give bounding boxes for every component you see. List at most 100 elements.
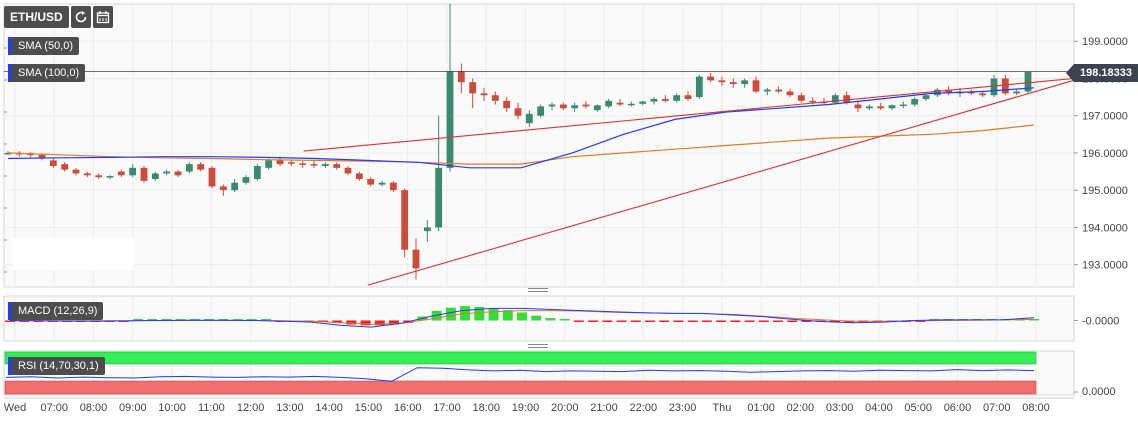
macd-histogram-bar: [844, 320, 855, 323]
candle-body: [83, 173, 91, 176]
sma100-line: [7, 124, 1035, 165]
candle-body: [582, 104, 590, 107]
candle-body: [231, 182, 239, 191]
x-tick-label: 09:00: [119, 402, 147, 414]
macd-histogram-bar: [687, 320, 698, 322]
candle-body: [729, 82, 737, 85]
candle-body: [287, 162, 295, 164]
trendline-support: [367, 79, 1075, 286]
macd-histogram-bar: [431, 310, 442, 321]
candle-body: [1013, 91, 1021, 94]
candle-body: [877, 106, 885, 109]
candle-body: [503, 100, 511, 109]
sma100-label[interactable]: SMA (100,0): [8, 64, 86, 82]
macd-histogram-bar: [787, 320, 798, 322]
sma50-label[interactable]: SMA (50,0): [8, 37, 80, 55]
x-tick-label: 11:00: [198, 402, 225, 414]
macd-histogram-bar: [360, 320, 371, 326]
candle-body: [4, 152, 12, 155]
candle-body: [990, 78, 998, 96]
candle-body: [627, 103, 635, 106]
candle-body: [480, 93, 488, 96]
macd-histogram-bar: [829, 320, 840, 323]
candle-body: [525, 113, 533, 124]
candle-body: [27, 153, 35, 156]
x-tick-label: 03:00: [826, 402, 854, 414]
sma50-line: [7, 87, 1035, 169]
candle-body: [174, 171, 182, 176]
candle-body: [775, 89, 783, 92]
candle-body: [265, 160, 273, 168]
macd-histogram-bar: [616, 320, 627, 322]
candle-body: [571, 105, 579, 109]
refresh-icon[interactable]: [70, 6, 91, 28]
candle-body: [299, 163, 307, 165]
x-tick-label: Thu: [712, 402, 731, 414]
macd-histogram-bar: [374, 320, 385, 326]
candle-body: [605, 100, 613, 107]
macd-tick-label: -0.0000: [1082, 316, 1119, 328]
x-tick-label: 07:00: [41, 402, 69, 414]
macd-line: [9, 307, 1035, 328]
candle-body: [650, 98, 658, 102]
candle-body: [945, 89, 953, 94]
candle-body: [310, 164, 318, 166]
macd-histogram-bar: [801, 320, 812, 322]
candle-body: [865, 106, 873, 109]
candle-body: [469, 82, 477, 94]
x-tick-label: 23:00: [669, 402, 697, 414]
candle-body: [537, 106, 545, 116]
rsi-label[interactable]: RSI (14,70,30,1): [8, 357, 105, 375]
x-tick-label: 05:00: [904, 402, 932, 414]
candle-body: [401, 190, 409, 250]
x-tick-label: Wed: [4, 402, 26, 414]
candle-body: [684, 95, 692, 99]
macd-histogram-bar: [488, 308, 499, 321]
candle-body: [639, 101, 647, 104]
macd-label[interactable]: MACD (12,26,9): [8, 302, 104, 320]
candle-body: [548, 104, 556, 107]
macd-histogram-bar: [246, 319, 257, 321]
x-tick-label: 07:00: [983, 402, 1011, 414]
x-tick-label: 06:00: [944, 402, 972, 414]
candle-body: [911, 98, 919, 105]
candle-body: [661, 98, 669, 101]
candle-body: [763, 89, 771, 92]
candle-body: [979, 93, 987, 96]
x-tick-label: 08:00: [80, 402, 108, 414]
macd-histogram-bar: [701, 320, 712, 322]
macd-histogram-bar: [161, 319, 172, 321]
x-tick-label: 14:00: [315, 402, 343, 414]
candle-body: [922, 95, 930, 99]
candle-body: [106, 176, 114, 178]
macd-histogram-bar: [773, 320, 783, 322]
y-tick-label: 196.0000: [1082, 148, 1128, 160]
candle-body: [276, 160, 284, 165]
candle-body: [695, 76, 703, 98]
candle-body: [333, 164, 341, 168]
y-tick-label: 195.0000: [1082, 185, 1128, 197]
calendar-icon-glyph: [96, 11, 109, 24]
candle-body: [888, 105, 896, 109]
candle-body: [752, 80, 760, 92]
candle-body: [197, 164, 205, 170]
x-tick-label: 02:00: [787, 402, 815, 414]
macd-histogram-bar: [744, 320, 755, 322]
x-tick-label: 08:00: [1022, 402, 1050, 414]
calendar-icon[interactable]: [92, 6, 113, 28]
candle-body: [435, 167, 443, 228]
candle-body: [786, 91, 794, 96]
macd-histogram-bar: [630, 320, 641, 322]
rsi-oversold-zone: [4, 380, 1037, 395]
rsi-overbought-zone: [4, 351, 1037, 365]
candle-body: [185, 164, 193, 172]
macd-histogram-bar: [645, 320, 655, 322]
candle-body: [797, 95, 805, 101]
candle-body: [219, 186, 227, 191]
candle-body: [49, 160, 57, 166]
macd-histogram-bar: [133, 319, 143, 321]
macd-histogram-bar: [531, 315, 542, 321]
x-tick-label: 10:00: [158, 402, 186, 414]
y-tick-label: 194.0000: [1082, 222, 1128, 234]
